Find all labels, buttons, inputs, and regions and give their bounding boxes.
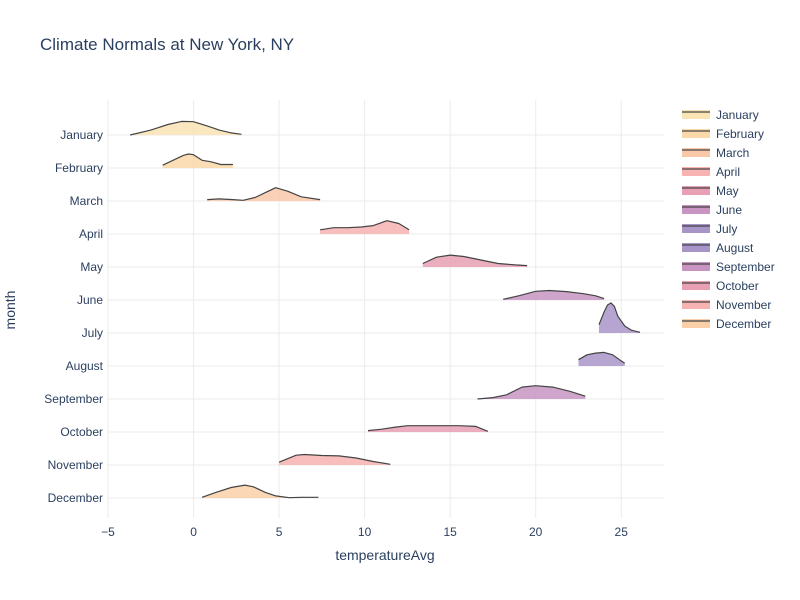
ridge-july — [598, 302, 641, 333]
y-tick-label: May — [80, 260, 103, 274]
legend-item[interactable]: July — [682, 222, 737, 236]
ridge-area — [207, 187, 321, 201]
legend-label: August — [716, 241, 754, 255]
legend-item[interactable]: February — [682, 127, 764, 141]
legend-item[interactable]: May — [682, 184, 739, 198]
chart-title: Climate Normals at New York, NY — [40, 35, 294, 54]
ridge-area — [202, 485, 319, 498]
ridge-june — [503, 289, 605, 300]
legend-item[interactable]: January — [682, 108, 759, 122]
y-tick-label: September — [44, 392, 103, 406]
y-tick-label: April — [79, 227, 103, 241]
ridge-area — [279, 454, 391, 465]
legend-swatch — [682, 205, 710, 214]
legend-swatch — [682, 262, 710, 271]
plot-area — [130, 120, 641, 499]
legend-item[interactable]: December — [682, 317, 771, 331]
legend: January February March April May June July Augu… — [682, 108, 775, 331]
legend-label: September — [716, 260, 775, 274]
x-tick-label: 15 — [443, 525, 457, 539]
ridge-area — [503, 290, 605, 300]
legend-item[interactable]: September — [682, 260, 775, 274]
x-tick-label: 20 — [529, 525, 543, 539]
y-tick-label: December — [48, 491, 103, 505]
legend-item[interactable]: November — [682, 298, 771, 312]
x-axis-ticks: −5 0 5 10 15 20 25 — [101, 525, 628, 539]
x-tick-label: 25 — [615, 525, 629, 539]
ridge-area — [320, 220, 410, 234]
ridge-outline — [162, 153, 233, 166]
ridge-area — [130, 121, 242, 135]
ridge-february — [162, 153, 233, 168]
ridge-area — [578, 352, 625, 366]
ridge-january — [130, 120, 242, 136]
ridge-outline — [320, 220, 410, 231]
legend-label: February — [716, 127, 764, 141]
y-tick-label: October — [60, 425, 103, 439]
ridge-april — [320, 220, 410, 234]
x-axis-title: temperatureAvg — [335, 547, 434, 563]
ridge-outline — [367, 425, 489, 432]
legend-item[interactable]: March — [682, 146, 749, 160]
y-tick-label: January — [60, 128, 103, 142]
legend-swatch — [682, 167, 710, 176]
legend-label: June — [716, 203, 742, 217]
ridge-outline — [422, 254, 528, 267]
x-tick-label: 5 — [276, 525, 283, 539]
y-tick-label: March — [70, 194, 103, 208]
ridge-december — [201, 484, 319, 499]
ridge-september — [477, 385, 586, 400]
legend-label: April — [716, 165, 740, 179]
legend-label: July — [716, 222, 737, 236]
x-tick-label: 10 — [358, 525, 372, 539]
ridge-outline — [477, 385, 586, 400]
legend-swatch — [682, 148, 710, 157]
legend-item[interactable]: October — [682, 279, 759, 293]
ridge-outline — [578, 351, 626, 364]
y-tick-label: February — [55, 161, 103, 175]
legend-swatch — [682, 110, 710, 119]
legend-item[interactable]: August — [682, 241, 754, 255]
legend-label: January — [716, 108, 759, 122]
ridge-outline — [201, 484, 319, 499]
legend-item[interactable]: April — [682, 165, 740, 179]
legend-label: March — [716, 146, 749, 160]
legend-swatch — [682, 186, 710, 195]
legend-label: May — [716, 184, 739, 198]
ridge-area — [599, 302, 640, 333]
ridge-outline — [598, 302, 641, 333]
ridge-november — [278, 453, 391, 465]
y-tick-label: June — [77, 293, 103, 307]
y-tick-label: July — [82, 326, 103, 340]
ridge-area — [162, 154, 233, 168]
y-axis-title: month — [2, 291, 18, 330]
x-tick-label: 0 — [190, 525, 197, 539]
ridge-outline — [278, 453, 391, 465]
y-tick-label: November — [48, 458, 103, 472]
legend-swatch — [682, 319, 710, 328]
y-axis-ticks: January February March April May June July Augu… — [44, 128, 103, 505]
legend-swatch — [682, 243, 710, 252]
legend-label: October — [716, 279, 759, 293]
x-tick-label: −5 — [101, 525, 115, 539]
ridge-august — [578, 351, 626, 366]
ridge-outline — [207, 187, 321, 201]
legend-swatch — [682, 281, 710, 290]
legend-item[interactable]: June — [682, 203, 742, 217]
legend-swatch — [682, 129, 710, 138]
ridge-outline — [503, 289, 605, 300]
ridge-march — [207, 187, 321, 201]
legend-label: December — [716, 317, 771, 331]
ridge-october — [367, 425, 489, 432]
legend-label: November — [716, 298, 771, 312]
ridge-outline — [130, 120, 242, 136]
y-tick-label: August — [66, 359, 104, 373]
ridge-may — [422, 254, 528, 267]
legend-swatch — [682, 300, 710, 309]
legend-swatch — [682, 224, 710, 233]
